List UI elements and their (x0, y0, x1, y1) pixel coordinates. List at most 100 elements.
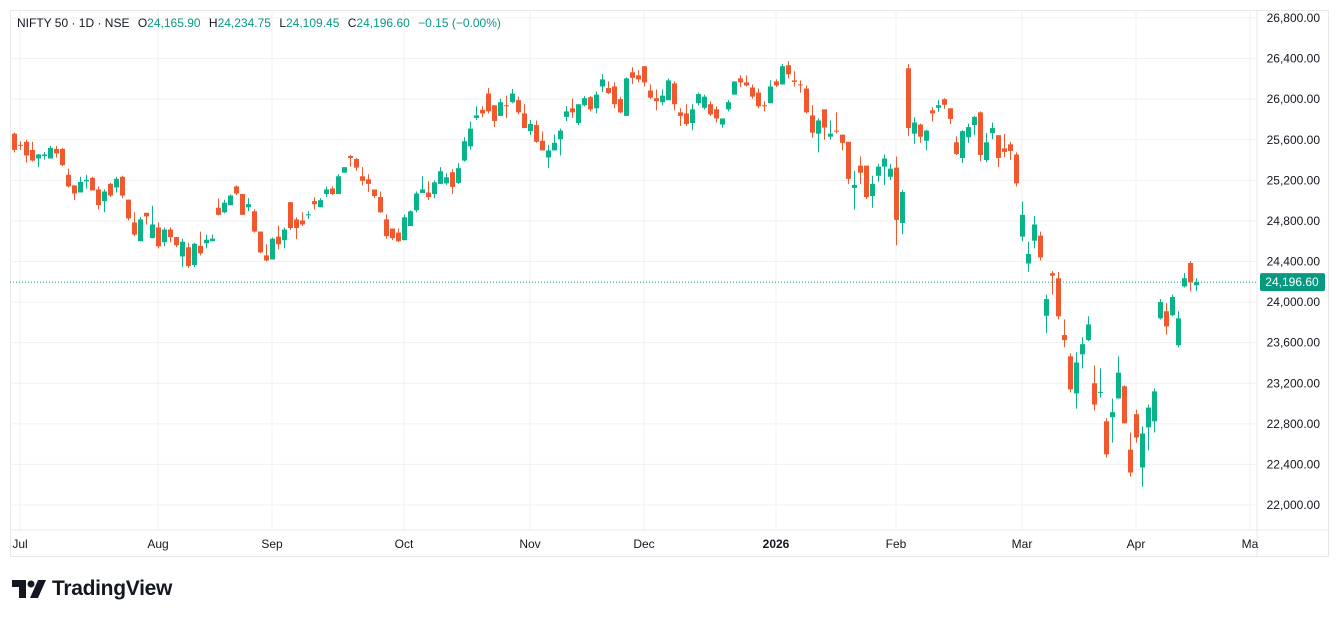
candle (882, 154, 887, 185)
candle (1014, 152, 1019, 187)
price-tick-label: 22,800.00 (1267, 417, 1321, 431)
candle-body (276, 236, 281, 245)
candle-body (630, 72, 635, 78)
candle (306, 211, 311, 219)
time-tick-label: Sep (261, 537, 283, 551)
candle-body (18, 144, 23, 146)
candle-body (840, 134, 845, 143)
candle (84, 174, 89, 189)
candle-body (1050, 273, 1055, 276)
candle (378, 191, 383, 213)
chart-frame (10, 10, 1329, 557)
candle (966, 123, 971, 143)
price-axis[interactable]: 26,800.00 26,400.00 26,000.00 25,600.00 25,2… (1267, 11, 1321, 512)
candle-body (930, 110, 935, 114)
candle-body (858, 165, 863, 173)
candle (240, 194, 245, 215)
candle-body (660, 95, 665, 103)
candle-body (1068, 356, 1073, 390)
candle-body (114, 178, 119, 188)
candle (576, 104, 581, 126)
candle (1002, 134, 1007, 158)
symbol-label[interactable]: NIFTY 50 · 1D · NSE (17, 16, 130, 30)
candle-body (360, 176, 365, 181)
candle (258, 231, 263, 254)
time-axis[interactable]: Jul Aug Sep Oct Nov Dec 2026 Feb Mar Apr Ma (12, 537, 1258, 551)
candle-body (1116, 372, 1121, 399)
candle-body (84, 179, 89, 182)
candle-body (762, 105, 767, 107)
candle (30, 141, 35, 162)
candle-body (1134, 414, 1139, 438)
candle (774, 79, 779, 87)
candle (714, 106, 719, 123)
candle-body (1092, 383, 1097, 405)
candle-body (372, 189, 377, 197)
candle (1146, 404, 1151, 451)
grid-lines (10, 10, 1257, 530)
candle (1044, 294, 1049, 334)
candle-body (318, 200, 323, 208)
candle-body (738, 78, 743, 83)
candle-body (1026, 253, 1031, 264)
candle-body (786, 65, 791, 75)
candle (270, 237, 275, 260)
candle (564, 106, 569, 121)
candle (900, 189, 905, 235)
candles (12, 61, 1199, 487)
candle (624, 77, 629, 116)
candle-body (192, 243, 197, 266)
candle-body (510, 93, 515, 103)
candle (876, 163, 881, 182)
candle-body (768, 86, 773, 104)
candle-body (36, 154, 41, 159)
candle (780, 64, 785, 85)
candle (720, 118, 725, 128)
candle (468, 121, 473, 150)
candle-body (288, 202, 293, 229)
candle (12, 132, 17, 153)
candle (36, 153, 41, 168)
candle (696, 92, 701, 106)
candle (1104, 418, 1109, 458)
candle (654, 89, 659, 111)
candle (498, 98, 503, 116)
candle (312, 197, 317, 210)
candle (660, 89, 665, 106)
candle-body (396, 232, 401, 242)
candle-body (42, 154, 47, 156)
candle-body (708, 104, 713, 115)
candle (678, 108, 683, 127)
last-price-badge-bg (1260, 273, 1325, 292)
candle (924, 129, 929, 151)
candle (606, 81, 611, 95)
candle-body (894, 167, 899, 220)
candle-body (1188, 263, 1193, 283)
candle (396, 228, 401, 243)
candle-body (450, 172, 455, 187)
candle-body (846, 141, 851, 179)
candle-body (600, 79, 605, 87)
candle-body (474, 115, 479, 118)
candle (318, 198, 323, 208)
candle (1056, 272, 1061, 320)
candle-body (750, 87, 755, 97)
candle (972, 115, 977, 136)
candle-body (648, 90, 653, 98)
candle-body (636, 75, 641, 80)
candle-body (468, 128, 473, 147)
candle-body (942, 99, 947, 105)
candle-body (408, 211, 413, 226)
tradingview-logo[interactable]: TradingView (12, 577, 172, 601)
candle (162, 227, 167, 247)
candle (612, 82, 617, 109)
candle-body (1062, 335, 1067, 341)
candle-body (1164, 311, 1169, 327)
candle-body (66, 174, 71, 187)
candle (516, 96, 521, 115)
candle (870, 175, 875, 208)
candle (786, 61, 791, 79)
candle (732, 81, 737, 95)
candle (510, 89, 515, 104)
